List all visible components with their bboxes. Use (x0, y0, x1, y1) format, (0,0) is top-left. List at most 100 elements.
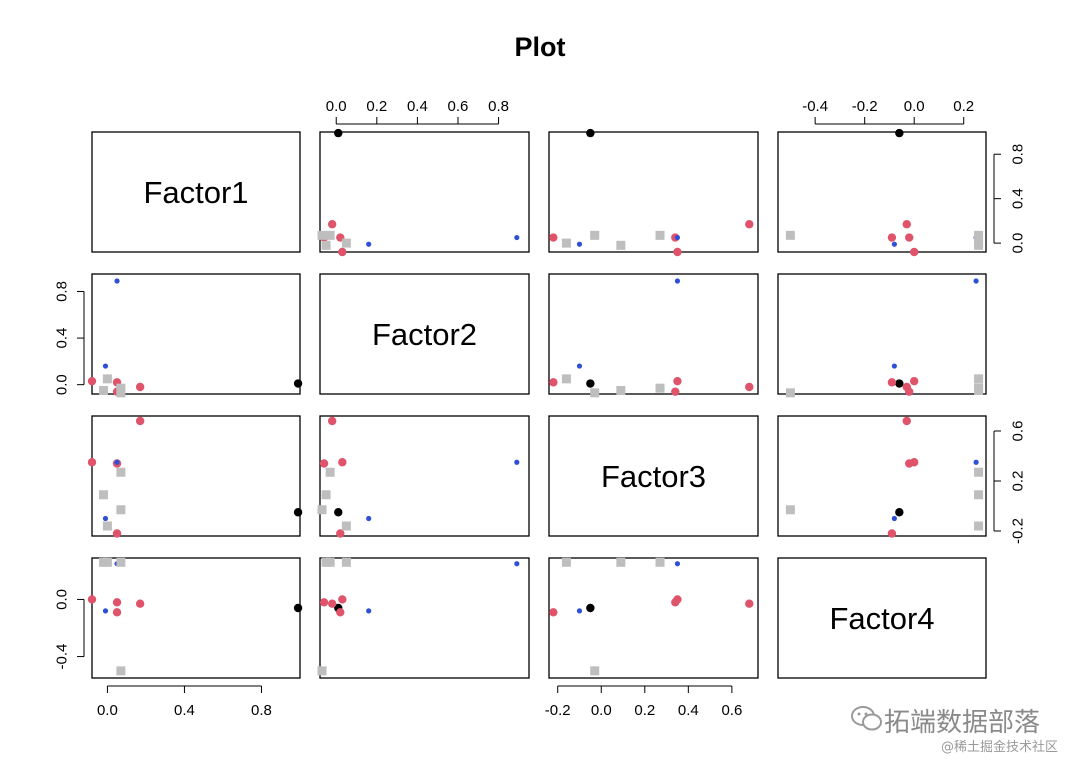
data-point (341, 557, 351, 567)
data-point (655, 557, 665, 567)
data-point (116, 388, 126, 398)
tick-label: -0.2 (852, 98, 878, 115)
data-point (891, 363, 897, 369)
data-point (895, 508, 904, 517)
tick-label: 0.6 (721, 702, 742, 719)
watermark-source: @稀土掘金技术社区 (940, 740, 1058, 755)
panel-frame (319, 415, 530, 537)
tick-label: 0.4 (174, 702, 195, 719)
chart-title: Plot (515, 32, 566, 62)
data-point (514, 459, 520, 465)
tick-label: -0.4 (802, 98, 828, 115)
data-point (974, 240, 984, 250)
data-point (909, 247, 919, 257)
data-point (321, 240, 331, 250)
tick-label: 0.8 (251, 702, 272, 719)
data-point (887, 233, 897, 242)
wechat-icon (851, 706, 882, 731)
data-point (674, 278, 681, 284)
data-point (974, 230, 984, 240)
tick-label: 0.2 (634, 702, 655, 719)
data-point (102, 608, 109, 614)
panel-frame (319, 557, 530, 679)
tick-label: 0.0 (1010, 233, 1027, 254)
data-point (99, 386, 109, 396)
data-point (135, 382, 145, 392)
data-point (616, 240, 626, 250)
data-point (909, 376, 919, 386)
data-point (561, 557, 571, 567)
data-point (674, 234, 681, 241)
data-point (366, 608, 372, 614)
data-point (616, 557, 626, 567)
data-point (902, 416, 911, 426)
data-point (99, 557, 109, 567)
data-point (745, 382, 754, 392)
data-point (334, 508, 343, 517)
data-point (116, 557, 126, 567)
data-point (366, 515, 372, 522)
panel-frame (777, 273, 987, 395)
data-point (116, 666, 126, 676)
data-point (561, 374, 571, 384)
tick-label: -0.2 (545, 702, 571, 719)
data-point (673, 376, 682, 386)
data-point (576, 241, 583, 247)
tick-label: 0.8 (1010, 144, 1027, 165)
panel-frame (91, 131, 301, 253)
data-point (317, 666, 327, 676)
tick-label: 0.4 (54, 328, 71, 349)
data-point (586, 128, 595, 138)
data-point (905, 459, 914, 468)
panel-frame (777, 131, 987, 253)
data-point (102, 521, 112, 531)
data-point (338, 595, 347, 604)
data-point (114, 278, 120, 284)
data-point (135, 416, 145, 426)
data-point (325, 557, 335, 567)
tick-label: 0.2 (1010, 471, 1027, 492)
data-point (325, 230, 335, 240)
variable-label: Factor1 (143, 175, 248, 210)
panel-frame (91, 557, 301, 679)
data-point (973, 459, 979, 465)
data-point (902, 220, 911, 229)
tick-label: 0.2 (366, 98, 387, 115)
data-point (586, 379, 595, 388)
data-point (895, 379, 904, 388)
data-point (514, 561, 520, 567)
data-point (590, 230, 600, 240)
data-point (112, 608, 122, 617)
data-point (116, 505, 126, 515)
tick-label: 0.0 (591, 702, 612, 719)
data-point (655, 230, 665, 240)
tick-label: 0.0 (54, 374, 71, 395)
variable-label: Factor4 (829, 601, 934, 636)
tick-label: 0.8 (54, 281, 71, 302)
panel-frame (548, 557, 759, 679)
data-point (674, 561, 681, 567)
data-point (974, 521, 984, 531)
data-point (317, 230, 327, 240)
tick-label: -0.4 (54, 644, 71, 670)
data-point (887, 529, 897, 538)
data-point (102, 363, 109, 369)
data-point (341, 521, 351, 531)
data-point (293, 508, 303, 517)
data-point (327, 416, 337, 426)
panel-frame (548, 131, 759, 253)
data-point (973, 278, 979, 284)
data-point (293, 603, 303, 613)
data-point (745, 599, 754, 608)
data-point (102, 374, 112, 384)
data-point (99, 490, 109, 500)
panel-frame (548, 273, 759, 395)
data-point (338, 247, 347, 257)
tick-label: 0.0 (326, 98, 347, 115)
data-point (673, 247, 682, 257)
data-point (336, 529, 345, 538)
data-point (576, 608, 583, 614)
panel-frame (319, 273, 530, 395)
data-point (87, 376, 97, 386)
